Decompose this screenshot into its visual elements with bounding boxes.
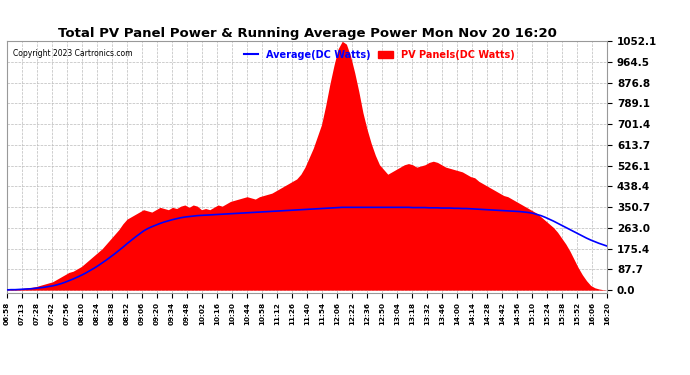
Legend: Average(DC Watts), PV Panels(DC Watts): Average(DC Watts), PV Panels(DC Watts) xyxy=(239,46,518,64)
Text: Copyright 2023 Cartronics.com: Copyright 2023 Cartronics.com xyxy=(13,49,132,58)
Title: Total PV Panel Power & Running Average Power Mon Nov 20 16:20: Total PV Panel Power & Running Average P… xyxy=(57,27,557,40)
